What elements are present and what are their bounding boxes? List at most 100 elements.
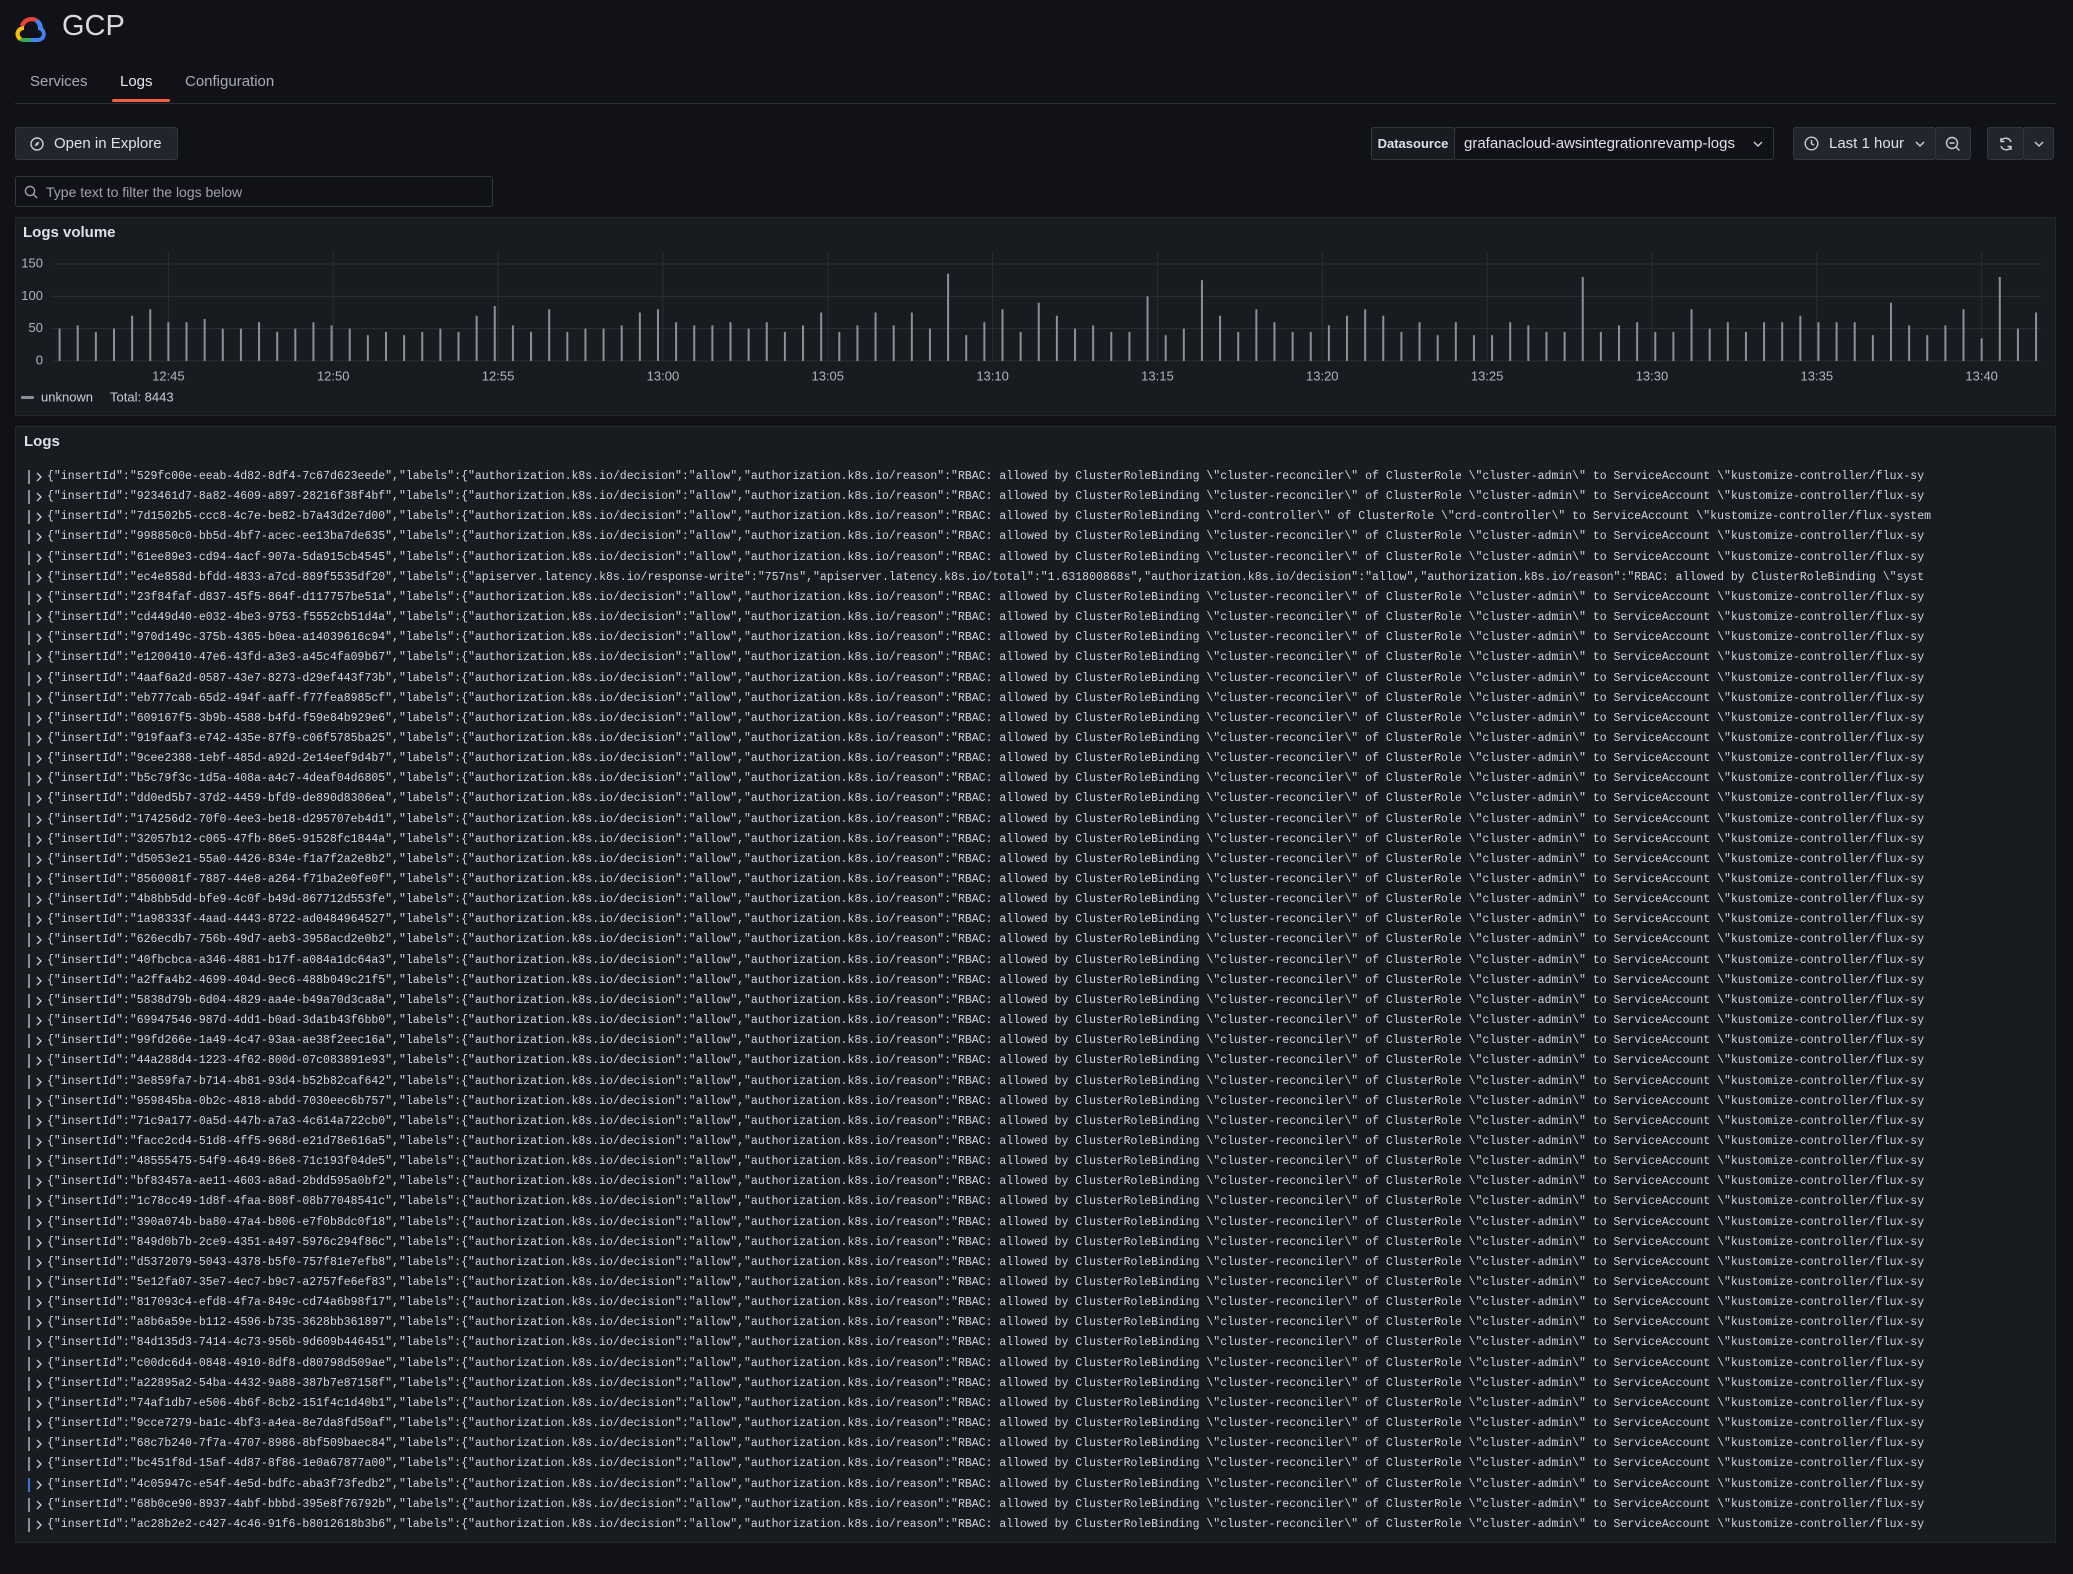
expand-chevron[interactable]	[35, 1278, 43, 1288]
expand-chevron[interactable]	[35, 1419, 43, 1429]
refresh-interval-button[interactable]	[2023, 127, 2054, 160]
expand-chevron[interactable]	[35, 1318, 43, 1328]
log-row[interactable]: {"insertId":"cd449d40-e032-4be3-9753-f55…	[16, 608, 2046, 628]
open-in-explore-button[interactable]: Open in Explore	[15, 127, 178, 160]
log-row[interactable]: {"insertId":"923461d7-8a82-4609-a897-282…	[16, 487, 2046, 507]
log-row[interactable]: {"insertId":"ac28b2e2-c427-4c46-91f6-b80…	[16, 1515, 2046, 1535]
log-row[interactable]: {"insertId":"4b8bb5dd-bfe9-4c0f-b49d-867…	[16, 890, 2046, 910]
expand-chevron[interactable]	[35, 1137, 43, 1147]
expand-chevron[interactable]	[35, 956, 43, 966]
log-row[interactable]: {"insertId":"bf83457a-ae11-4603-a8ad-2bd…	[16, 1172, 2046, 1192]
log-row[interactable]: {"insertId":"4aaf6a2d-0587-43e7-8273-d29…	[16, 669, 2046, 689]
expand-chevron[interactable]	[35, 653, 43, 663]
expand-chevron[interactable]	[35, 1056, 43, 1066]
log-row[interactable]: {"insertId":"40fbcbca-a346-4881-b17f-a08…	[16, 951, 2046, 971]
expand-chevron[interactable]	[35, 996, 43, 1006]
log-row[interactable]: {"insertId":"174256d2-70f0-4ee3-be18-d29…	[16, 810, 2046, 830]
log-row[interactable]: {"insertId":"1a98333f-4aad-4443-8722-ad0…	[16, 910, 2046, 930]
log-row[interactable]: {"insertId":"609167f5-3b9b-4588-b4fd-f59…	[16, 709, 2046, 729]
log-row[interactable]: {"insertId":"9cce7279-ba1c-4bf3-a4ea-8e7…	[16, 1414, 2046, 1434]
log-row[interactable]: {"insertId":"68c7b240-7f7a-4707-8986-8bf…	[16, 1434, 2046, 1454]
expand-chevron[interactable]	[35, 512, 43, 522]
log-row[interactable]: {"insertId":"c00dc6d4-0848-4910-8df8-d80…	[16, 1354, 2046, 1374]
expand-chevron[interactable]	[35, 1379, 43, 1389]
time-range-picker[interactable]: Last 1 hour	[1793, 127, 1936, 160]
expand-chevron[interactable]	[35, 794, 43, 804]
expand-chevron[interactable]	[35, 1459, 43, 1469]
log-row[interactable]: {"insertId":"99fd266e-1a49-4c47-93aa-ae3…	[16, 1031, 2046, 1051]
log-row[interactable]: {"insertId":"bc451f8d-15af-4d87-8f86-1e0…	[16, 1454, 2046, 1474]
log-row[interactable]: {"insertId":"74af1db7-e506-4b6f-8cb2-151…	[16, 1394, 2046, 1414]
log-row[interactable]: {"insertId":"facc2cd4-51d8-4ff5-968d-e21…	[16, 1132, 2046, 1152]
expand-chevron[interactable]	[35, 593, 43, 603]
search-input[interactable]: Type text to filter the logs below	[15, 176, 493, 207]
expand-chevron[interactable]	[35, 492, 43, 502]
log-row[interactable]: {"insertId":"390a074b-ba80-47a4-b806-e7f…	[16, 1213, 2046, 1233]
log-row[interactable]: {"insertId":"61ee89e3-cd94-4acf-907a-5da…	[16, 548, 2046, 568]
expand-chevron[interactable]	[35, 734, 43, 744]
log-row[interactable]: {"insertId":"eb777cab-65d2-494f-aaff-f77…	[16, 689, 2046, 709]
expand-chevron[interactable]	[35, 553, 43, 563]
log-row[interactable]: {"insertId":"4c05947c-e54f-4e5d-bdfc-aba…	[16, 1475, 2046, 1495]
expand-chevron[interactable]	[35, 674, 43, 684]
log-row[interactable]: {"insertId":"5838d79b-6d04-4829-aa4e-b49…	[16, 991, 2046, 1011]
log-row[interactable]: {"insertId":"817093c4-efd8-4f7a-849c-cd7…	[16, 1293, 2046, 1313]
log-row[interactable]: {"insertId":"44a288d4-1223-4f62-800d-07c…	[16, 1051, 2046, 1071]
expand-chevron[interactable]	[35, 1238, 43, 1248]
log-row[interactable]: {"insertId":"32057b12-c065-47fb-86e5-915…	[16, 830, 2046, 850]
log-row[interactable]: {"insertId":"84d135d3-7414-4c73-956b-9d6…	[16, 1333, 2046, 1353]
expand-chevron[interactable]	[35, 633, 43, 643]
expand-chevron[interactable]	[35, 1399, 43, 1409]
zoom-out-button[interactable]	[1935, 127, 1971, 160]
log-row[interactable]: {"insertId":"1c78cc49-1d8f-4faa-808f-08b…	[16, 1192, 2046, 1212]
log-row[interactable]: {"insertId":"d5372079-5043-4378-b5f0-757…	[16, 1253, 2046, 1273]
log-row[interactable]: {"insertId":"dd0ed5b7-37d2-4459-bfd9-de8…	[16, 789, 2046, 809]
expand-chevron[interactable]	[35, 1338, 43, 1348]
expand-chevron[interactable]	[35, 915, 43, 925]
log-row[interactable]: {"insertId":"5e12fa07-35e7-4ec7-b9c7-a27…	[16, 1273, 2046, 1293]
log-row[interactable]: {"insertId":"998850c0-bb5d-4bf7-acec-ee1…	[16, 527, 2046, 547]
expand-chevron[interactable]	[35, 774, 43, 784]
expand-chevron[interactable]	[35, 1097, 43, 1107]
expand-chevron[interactable]	[35, 1258, 43, 1268]
expand-chevron[interactable]	[35, 1298, 43, 1308]
log-row[interactable]: {"insertId":"919faaf3-e742-435e-87f9-c06…	[16, 729, 2046, 749]
log-row[interactable]: {"insertId":"71c9a177-0a5d-447b-a7a3-4c6…	[16, 1112, 2046, 1132]
expand-chevron[interactable]	[35, 1520, 43, 1530]
expand-chevron[interactable]	[35, 935, 43, 945]
expand-chevron[interactable]	[35, 1439, 43, 1449]
log-row[interactable]: {"insertId":"a8b6a59e-b112-4596-b735-362…	[16, 1313, 2046, 1333]
log-row[interactable]: {"insertId":"a2ffa4b2-4699-404d-9ec6-488…	[16, 971, 2046, 991]
expand-chevron[interactable]	[35, 875, 43, 885]
expand-chevron[interactable]	[35, 754, 43, 764]
expand-chevron[interactable]	[35, 1077, 43, 1087]
log-row[interactable]: {"insertId":"e1200410-47e6-43fd-a3e3-a45…	[16, 648, 2046, 668]
log-row[interactable]: {"insertId":"23f84faf-d837-45f5-864f-d11…	[16, 588, 2046, 608]
tab[interactable]: Services	[30, 73, 88, 90]
expand-chevron[interactable]	[35, 855, 43, 865]
log-row[interactable]: {"insertId":"68b0ce90-8937-4abf-bbbd-395…	[16, 1495, 2046, 1515]
log-row[interactable]: {"insertId":"ec4e858d-bfdd-4833-a7cd-889…	[16, 568, 2046, 588]
expand-chevron[interactable]	[35, 472, 43, 482]
tab[interactable]: Configuration	[185, 73, 275, 90]
expand-chevron[interactable]	[35, 714, 43, 724]
expand-chevron[interactable]	[35, 895, 43, 905]
expand-chevron[interactable]	[35, 694, 43, 704]
expand-chevron[interactable]	[35, 1117, 43, 1127]
log-row[interactable]: {"insertId":"8560081f-7887-44e8-a264-f71…	[16, 870, 2046, 890]
tab[interactable]: Logs	[120, 73, 153, 90]
expand-chevron[interactable]	[35, 573, 43, 583]
log-row[interactable]: {"insertId":"7d1502b5-ccc8-4c7e-be82-b7a…	[16, 507, 2046, 527]
expand-chevron[interactable]	[35, 1218, 43, 1228]
expand-chevron[interactable]	[35, 532, 43, 542]
log-row[interactable]: {"insertId":"d5053e21-55a0-4426-834e-f1a…	[16, 850, 2046, 870]
expand-chevron[interactable]	[35, 835, 43, 845]
datasource-picker[interactable]: grafanacloud-awsintegrationrevamp-logs	[1454, 127, 1774, 160]
expand-chevron[interactable]	[35, 613, 43, 623]
log-row[interactable]: {"insertId":"959845ba-0b2c-4818-abdd-703…	[16, 1092, 2046, 1112]
expand-chevron[interactable]	[35, 1157, 43, 1167]
log-row[interactable]: {"insertId":"529fc00e-eeab-4d82-8df4-7c6…	[16, 467, 2046, 487]
log-row[interactable]: {"insertId":"48555475-54f9-4649-86e8-71c…	[16, 1152, 2046, 1172]
expand-chevron[interactable]	[35, 1036, 43, 1046]
expand-chevron[interactable]	[35, 1016, 43, 1026]
